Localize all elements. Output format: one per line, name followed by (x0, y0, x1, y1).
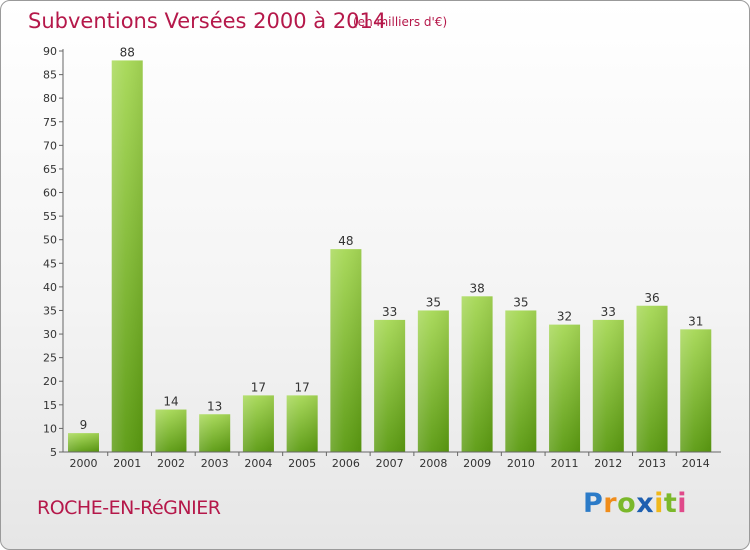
place-name: ROCHE-EN-RéGNIER (37, 497, 221, 519)
x-tick-label-2011: 2011 (551, 457, 579, 470)
bar-shine-2006 (330, 249, 362, 452)
x-tick-label-2009: 2009 (463, 457, 491, 470)
bars: 9 88 14 13 17 17 48 33 35 38 35 32 33 36 31 (68, 45, 712, 452)
y-tick-label: 50 (43, 234, 57, 247)
chart-subtitle: (en milliers d'€) (353, 15, 448, 29)
x-tick-label-2006: 2006 (332, 457, 360, 470)
value-label-2012: 33 (601, 305, 616, 319)
x-tick-label-2001: 2001 (113, 457, 141, 470)
x-tick-label-2002: 2002 (157, 457, 185, 470)
y-tick-label: 75 (43, 116, 57, 129)
bar-shine-2007 (374, 319, 406, 452)
value-label-2008: 35 (426, 295, 441, 309)
y-tick-label: 80 (43, 92, 57, 105)
value-label-2006: 48 (338, 234, 353, 248)
x-tick-label-2012: 2012 (594, 457, 622, 470)
value-label-2010: 35 (513, 295, 528, 309)
proxiti-logo: Proxiti (583, 488, 688, 519)
x-tick-label-2003: 2003 (201, 457, 229, 470)
y-tick-label: 90 (43, 45, 57, 58)
value-label-2009: 38 (469, 281, 484, 295)
y-tick-label: 20 (43, 375, 57, 388)
bar-shine-2000 (68, 433, 99, 452)
bar-shine-2001 (111, 60, 143, 452)
bar-shine-2014 (680, 329, 712, 452)
bar-shine-2002 (155, 409, 187, 452)
y-tick-label: 30 (43, 328, 57, 341)
bar-shine-2011 (549, 324, 581, 452)
chart-title: Subventions Versées 2000 à 2014 (28, 9, 387, 33)
bar-shine-2008 (417, 310, 449, 452)
value-label-2013: 36 (644, 291, 659, 305)
y-tick-label: 55 (43, 210, 57, 223)
y-tick-label: 5 (50, 446, 57, 459)
x-tick-label-2013: 2013 (638, 457, 666, 470)
value-label-2011: 32 (557, 310, 572, 324)
bar-shine-2012 (592, 319, 624, 452)
x-axis: 2000 2001 2002 2003 2004 2005 2006 2007 2008 2009… (63, 451, 721, 470)
y-tick-label: 25 (43, 352, 57, 365)
value-label-2003: 13 (207, 399, 222, 413)
y-tick-label: 40 (43, 281, 57, 294)
y-tick-label: 60 (43, 187, 57, 200)
x-tick-label-2000: 2000 (70, 457, 98, 470)
y-tick-label: 15 (43, 399, 57, 412)
value-label-2004: 17 (251, 380, 266, 394)
y-tick-label: 70 (43, 139, 57, 152)
y-tick-label: 45 (43, 257, 57, 270)
value-label-2001: 88 (120, 45, 135, 59)
x-tick-label-2014: 2014 (682, 457, 710, 470)
x-tick-label-2005: 2005 (288, 457, 316, 470)
y-tick-label: 10 (43, 422, 57, 435)
value-label-2005: 17 (295, 380, 310, 394)
y-axis: 5 10 15 20 25 30 35 40 45 50 55 60 65 70 75 80 85 90 (43, 45, 64, 459)
bar-chart: 5 10 15 20 25 30 35 40 45 50 55 60 65 70 75 80 85 90 9 88 1… (43, 45, 721, 470)
bar-shine-2010 (505, 310, 537, 452)
value-label-2002: 14 (163, 395, 178, 409)
x-tick-label-2008: 2008 (419, 457, 447, 470)
y-tick-label: 65 (43, 163, 57, 176)
x-tick-label-2010: 2010 (507, 457, 535, 470)
y-tick-label: 35 (43, 304, 57, 317)
bar-shine-2009 (461, 296, 493, 452)
x-tick-label-2004: 2004 (244, 457, 272, 470)
value-label-2014: 31 (688, 314, 703, 328)
value-label-2007: 33 (382, 305, 397, 319)
y-tick-label: 85 (43, 69, 57, 82)
bar-shine-2005 (286, 395, 318, 452)
bar-shine-2013 (636, 305, 668, 452)
x-tick-label-2007: 2007 (376, 457, 404, 470)
value-label-2000: 9 (80, 418, 88, 432)
bar-shine-2004 (242, 395, 274, 452)
bar-shine-2003 (199, 414, 231, 452)
